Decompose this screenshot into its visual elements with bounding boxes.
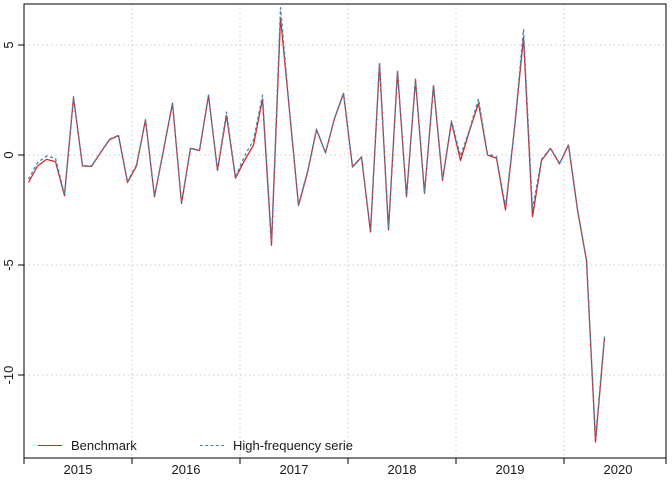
benchmark-line-swatch	[38, 444, 62, 446]
x-tick-label-2016: 2016	[172, 462, 201, 477]
y-tick-label--10: -10	[1, 366, 16, 385]
x-tick-label-2020: 2020	[604, 462, 633, 477]
x-tick-label-2017: 2017	[280, 462, 309, 477]
high-frequency-line-swatch	[200, 444, 224, 446]
y-tick-label-5: 5	[1, 41, 16, 48]
plot-border	[23, 3, 667, 459]
axis-labels: 2015 2016 2017 2018 2019 2020 5 0 -5 -10	[1, 41, 632, 477]
data-series	[27, 6, 606, 443]
x-tick-label-2018: 2018	[388, 462, 417, 477]
x-tick-label-2019: 2019	[496, 462, 525, 477]
legend-label-benchmark: Benchmark	[71, 437, 137, 453]
legend-label-high-frequency: High-frequency serie	[233, 437, 353, 453]
x-tick-label-2015: 2015	[64, 462, 93, 477]
y-tick-label-0: 0	[1, 151, 16, 158]
legend-item-high-frequency: High-frequency serie	[200, 437, 353, 453]
y-tick-label--5: -5	[1, 259, 16, 271]
series-line-high-frequency-serie	[27, 6, 606, 439]
gridlines	[24, 4, 666, 458]
series-line-benchmark	[27, 16, 606, 443]
legend-item-benchmark: Benchmark	[38, 437, 137, 453]
axes	[18, 3, 667, 464]
